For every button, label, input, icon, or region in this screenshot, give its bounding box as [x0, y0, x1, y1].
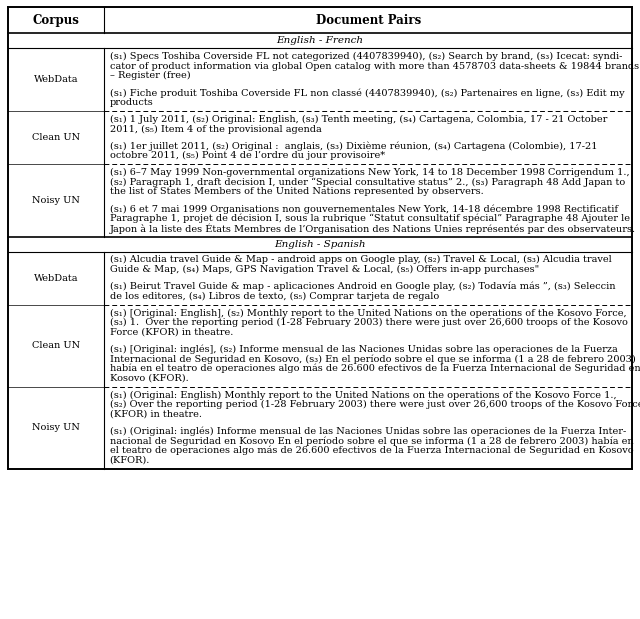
- Text: (s₁) [Original: inglés], (s₂) Informe mensual de las Naciones Unidas sobre las o: (s₁) [Original: inglés], (s₂) Informe me…: [109, 345, 618, 354]
- Bar: [8, 7, 632, 469]
- Text: English - Spanish: English - Spanish: [275, 240, 365, 249]
- Text: (s₁) Beirut Travel Guide & map - aplicaciones Android en Google play, (s₂) Todav: (s₁) Beirut Travel Guide & map - aplicac…: [109, 282, 615, 292]
- Text: the list of States Members of the United Nations represented by observers.: the list of States Members of the United…: [109, 187, 483, 196]
- Text: el teatro de operaciones algo más de 26.600 efectivos de la Fuerza Internacional: el teatro de operaciones algo más de 26.…: [109, 446, 633, 456]
- Text: Internacional de Seguridad en Kosovo, (s₃) En el período sobre el que se informa: Internacional de Seguridad en Kosovo, (s…: [109, 354, 636, 364]
- Text: Clean UN: Clean UN: [32, 133, 80, 142]
- Text: (KFOR).: (KFOR).: [109, 456, 150, 465]
- Text: (s₁) Specs Toshiba Coverside FL not categorized (4407839940), (s₂) Search by bra: (s₁) Specs Toshiba Coverside FL not cate…: [109, 52, 622, 61]
- Text: Document Pairs: Document Pairs: [316, 14, 421, 27]
- Text: había en el teatro de operaciones algo más de 26.600 efectivos de la Fuerza Inte: había en el teatro de operaciones algo m…: [109, 364, 640, 373]
- Text: Corpus: Corpus: [33, 14, 79, 27]
- Text: octobre 2011, (s₅) Point 4 de l’ordre du jour provisoire*: octobre 2011, (s₅) Point 4 de l’ordre du…: [109, 151, 385, 160]
- Text: English - French: English - French: [276, 37, 364, 45]
- Text: Kosovo (KFOR).: Kosovo (KFOR).: [109, 374, 188, 383]
- Text: Japon à la liste des États Membres de l’Organisation des Nations Unies représent: Japon à la liste des États Membres de l’…: [109, 223, 636, 234]
- Text: (s₁) 1er juillet 2011, (s₂) Original :  anglais, (s₃) Dixième réunion, (s₄) Cart: (s₁) 1er juillet 2011, (s₂) Original : a…: [109, 142, 597, 151]
- Text: nacional de Seguridad en Kosovo En el período sobre el que se informa (1 a 28 de: nacional de Seguridad en Kosovo En el pe…: [109, 436, 633, 446]
- Text: (s₁) Fiche produit Toshiba Coverside FL non classé (4407839940), (s₂) Partenaire: (s₁) Fiche produit Toshiba Coverside FL …: [109, 88, 624, 98]
- Text: Force (KFOR) in theatre.: Force (KFOR) in theatre.: [109, 328, 233, 337]
- Text: (KFOR) in theatre.: (KFOR) in theatre.: [109, 410, 202, 419]
- Text: (s₁) (Original: English) Monthly report to the United Nations on the operations : (s₁) (Original: English) Monthly report …: [109, 391, 616, 400]
- Text: de los editores, (s₄) Libros de texto, (s₅) Comprar tarjeta de regalo: de los editores, (s₄) Libros de texto, (…: [109, 292, 439, 301]
- Text: WebData: WebData: [34, 75, 78, 84]
- Text: cator of product information via global Open catalog with more than 4578703 data: cator of product information via global …: [109, 61, 639, 71]
- Text: (s₁) 6–7 May 1999 Non-governmental organizations New York, 14 to 18 December 199: (s₁) 6–7 May 1999 Non-governmental organ…: [109, 168, 629, 177]
- Text: (s₃) 1.  Over the reporting period (1-28 February 2003) there were just over 26,: (s₃) 1. Over the reporting period (1-28 …: [109, 318, 627, 327]
- Text: (s₁) [Original: English], (s₂) Monthly report to the United Nations on the opera: (s₁) [Original: English], (s₂) Monthly r…: [109, 308, 627, 318]
- Text: WebData: WebData: [34, 274, 78, 283]
- Text: (s₁) 1 July 2011, (s₂) Original: English, (s₃) Tenth meeting, (s₄) Cartagena, Co: (s₁) 1 July 2011, (s₂) Original: English…: [109, 115, 607, 124]
- Text: (s₁) Alcudia travel Guide & Map - android apps on Google play, (s₂) Travel & Loc: (s₁) Alcudia travel Guide & Map - androi…: [109, 255, 611, 264]
- Text: 2011, (s₅) Item 4 of the provisional agenda: 2011, (s₅) Item 4 of the provisional age…: [109, 124, 321, 134]
- Text: Paragraphe 1, projet de décision I, sous la rubrique “Statut consultatif spécial: Paragraphe 1, projet de décision I, sous…: [109, 214, 630, 223]
- Text: Guide & Map, (s₄) Maps, GPS Navigation Travel & Local, (s₅) Offers in-app purcha: Guide & Map, (s₄) Maps, GPS Navigation T…: [109, 265, 539, 274]
- Text: – Register (free): – Register (free): [109, 71, 190, 80]
- Text: (s₂) Over the reporting period (1-28 February 2003) there were just over 26,600 : (s₂) Over the reporting period (1-28 Feb…: [109, 400, 640, 409]
- Text: products: products: [109, 98, 154, 107]
- Text: (s₂) Paragraph 1, draft decision I, under “Special consultative status” 2., (s₃): (s₂) Paragraph 1, draft decision I, unde…: [109, 178, 625, 187]
- Text: Clean UN: Clean UN: [32, 341, 80, 350]
- Text: (s₁) 6 et 7 mai 1999 Organisations non gouvernementales New York, 14-18 décembre: (s₁) 6 et 7 mai 1999 Organisations non g…: [109, 204, 618, 214]
- Text: Noisy UN: Noisy UN: [32, 196, 80, 205]
- Text: (s₁) (Original: inglés) Informe mensual de las Naciones Unidas sobre las operaci: (s₁) (Original: inglés) Informe mensual …: [109, 427, 626, 436]
- Text: Noisy UN: Noisy UN: [32, 423, 80, 433]
